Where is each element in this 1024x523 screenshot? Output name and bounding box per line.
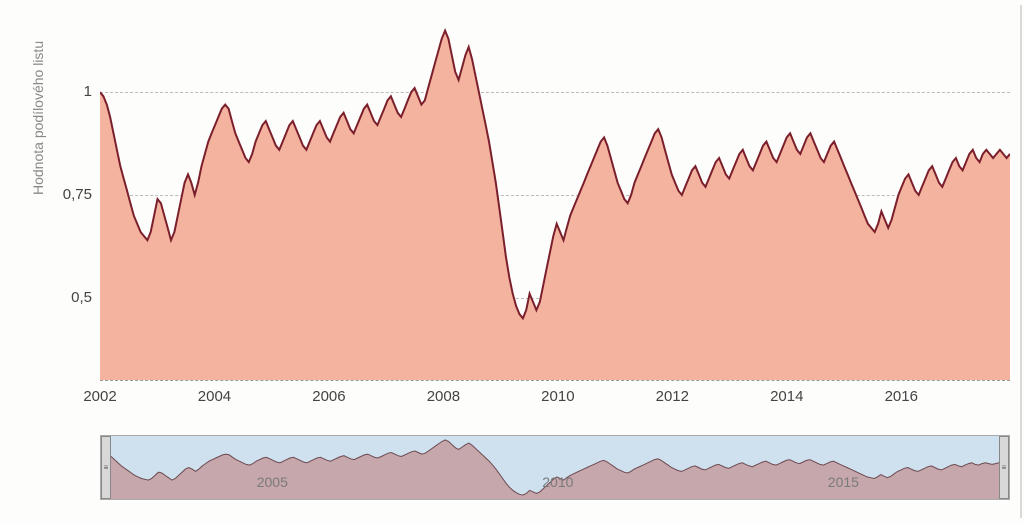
- x-tick-label: 2012: [656, 388, 689, 405]
- x-tick-label: 2010: [541, 388, 574, 405]
- x-tick-label: 2016: [885, 388, 918, 405]
- navigator[interactable]: ≡ ≡ 2005 2010 2015: [100, 435, 1010, 500]
- navigator-tick-label: 2005: [257, 474, 288, 490]
- y-tick-label: 0,75: [52, 186, 92, 203]
- x-tick-label: 2008: [427, 388, 460, 405]
- main-chart-plot: [100, 10, 1010, 381]
- scrollbar-hint: [1020, 5, 1022, 518]
- x-tick-label: 2014: [770, 388, 803, 405]
- series-area: [100, 31, 1010, 380]
- y-tick-label: 1: [52, 83, 92, 100]
- x-tick-label: 2004: [198, 388, 231, 405]
- navigator-handle-right[interactable]: ≡: [999, 436, 1009, 499]
- y-axis-label: Hodnota podílového listu: [30, 41, 46, 195]
- navigator-area: [101, 440, 1009, 499]
- x-tick-label: 2006: [312, 388, 345, 405]
- navigator-handle-left[interactable]: ≡: [101, 436, 111, 499]
- x-tick-label: 2002: [83, 388, 116, 405]
- y-tick-label: 0,5: [52, 289, 92, 306]
- navigator-tick-label: 2015: [828, 474, 859, 490]
- navigator-tick-label: 2010: [542, 474, 573, 490]
